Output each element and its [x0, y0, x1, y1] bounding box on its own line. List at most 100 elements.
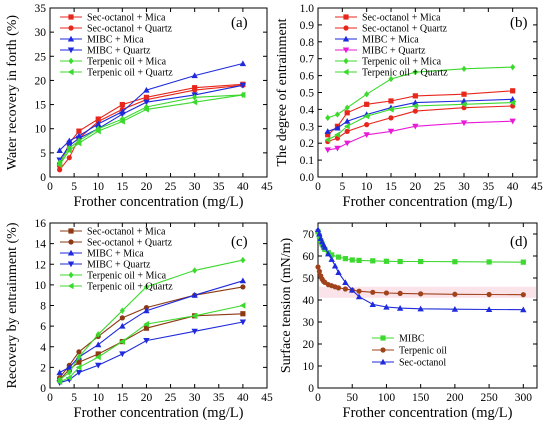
- data-point: [143, 307, 150, 314]
- y-tick-label: 6: [40, 321, 46, 333]
- data-point: [239, 82, 247, 89]
- x-tick-label: 0: [47, 181, 53, 193]
- series-terpenic-oil: [315, 264, 526, 298]
- y-tick-label: 0.6: [300, 71, 315, 83]
- legend-marker: [343, 25, 349, 31]
- data-point: [364, 90, 370, 98]
- data-point: [66, 364, 73, 370]
- data-point: [56, 369, 63, 376]
- data-point: [240, 256, 246, 264]
- data-point: [334, 145, 341, 152]
- legend-item-sec-octanol: Sec-octanol: [372, 358, 446, 369]
- data-point: [75, 140, 82, 147]
- data-point: [325, 114, 331, 122]
- data-point: [191, 328, 198, 335]
- data-point: [95, 331, 101, 338]
- x-tick-label: 45: [261, 392, 273, 404]
- legend-label: MIBC + Mica: [87, 35, 144, 46]
- data-point: [315, 264, 321, 270]
- data-point: [452, 259, 458, 265]
- x-tick-label: 30: [189, 181, 201, 193]
- y-tick-label: 30: [35, 27, 47, 39]
- legend-item-mibc-quartz: MIBC + Quartz: [60, 46, 151, 57]
- legend-label: Terpenic oil + Quartz: [87, 282, 173, 293]
- data-point: [412, 123, 419, 130]
- data-point: [364, 122, 370, 128]
- series-line: [317, 231, 524, 263]
- x-tick-label: 10: [92, 392, 104, 404]
- data-point: [510, 63, 516, 71]
- data-point: [316, 230, 323, 237]
- legend-label: MIBC + Quartz: [87, 260, 151, 271]
- legend-item-mibc-quartz: MIBC + Quartz: [335, 46, 426, 57]
- data-point: [334, 124, 341, 131]
- x-tick-label: 50: [346, 392, 358, 404]
- data-point: [460, 120, 468, 127]
- legend-marker: [379, 358, 387, 365]
- x-tick-label: 40: [237, 392, 249, 404]
- data-point: [383, 258, 390, 264]
- data-point: [95, 362, 102, 369]
- x-tick-label: 5: [71, 181, 77, 193]
- data-point: [486, 259, 492, 265]
- data-point: [143, 283, 150, 291]
- x-axis-label: Frother concentration (mg/L): [343, 405, 513, 421]
- data-point: [191, 312, 198, 320]
- data-point: [349, 257, 355, 263]
- series-terpenic-oil-quartz: [56, 302, 246, 386]
- legend-item-sec-octanol-quartz: Sec-octanol + Quartz: [335, 24, 448, 35]
- legend-label: Sec-octanol + Mica: [87, 227, 166, 238]
- data-point: [460, 101, 467, 108]
- data-point: [119, 101, 125, 108]
- data-point: [412, 102, 418, 110]
- data-point: [240, 311, 246, 317]
- chart-panel-c: 0 5 10 15 20 25 30 35 40 45 0 2 4 6 8 10 12 14 16 Frother c…: [5, 218, 273, 421]
- data-point: [461, 91, 467, 97]
- data-point: [331, 262, 339, 269]
- series-sec-octanol-quartz: [57, 284, 246, 381]
- legend-marker: [67, 282, 74, 290]
- x-tick-label: 25: [165, 181, 177, 193]
- series-line: [59, 62, 244, 151]
- legend-item-mibc-quartz: MIBC + Quartz: [60, 260, 151, 271]
- legend-item-mibc-mica: MIBC + Mica: [60, 35, 144, 46]
- series-sec-octanol-mica: [57, 81, 246, 168]
- data-point: [412, 69, 418, 76]
- plot-frame: [317, 222, 538, 389]
- y-tick-label: 1.0: [300, 3, 315, 15]
- y-tick-label: 14: [35, 239, 47, 251]
- series-mibc-quartz: [56, 82, 247, 164]
- x-tick-label: 5: [339, 181, 345, 193]
- data-point: [363, 132, 370, 138]
- data-point: [344, 110, 350, 116]
- legend-label: MIBC + Quartz: [362, 46, 426, 57]
- data-point: [324, 147, 331, 154]
- data-point: [119, 118, 125, 125]
- data-point: [349, 286, 356, 293]
- panel-label: (d): [510, 234, 528, 250]
- y-tick-label: 0.7: [300, 54, 315, 66]
- y-tick-label: 0.4: [300, 104, 315, 116]
- series-line: [327, 120, 513, 151]
- x-tick-label: 35: [483, 181, 495, 193]
- series-line: [59, 304, 244, 383]
- x-tick-label: 10: [92, 181, 104, 193]
- highlight-band: [319, 286, 536, 298]
- legend-item-sec-octanol-quartz: Sec-octanol + Quartz: [60, 238, 173, 249]
- series-terpenic-oil-mica: [325, 63, 516, 122]
- data-point: [363, 112, 370, 120]
- legend-item-terpenic-oil: Terpenic oil: [372, 346, 447, 357]
- data-point: [143, 106, 150, 113]
- data-point: [119, 307, 125, 314]
- legend-marker: [380, 347, 386, 353]
- data-point: [412, 108, 418, 114]
- data-point: [344, 140, 351, 147]
- series-sec-octanol-mica: [325, 88, 516, 138]
- series-sec-octanol: [314, 226, 527, 313]
- data-point: [369, 301, 376, 307]
- series-line: [59, 286, 243, 379]
- y-tick-label: 40: [303, 295, 315, 307]
- panel-label: (b): [510, 15, 528, 31]
- series-line: [59, 259, 244, 381]
